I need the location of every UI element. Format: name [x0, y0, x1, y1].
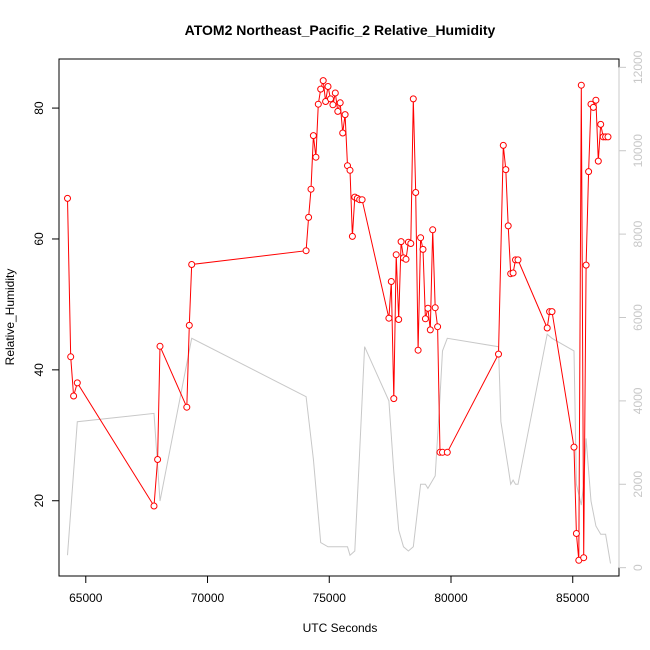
y-axis-left: 20 40 60 80: [32, 101, 60, 508]
humidity-data-point: [154, 456, 162, 463]
humidity-data-point: [397, 238, 405, 246]
humidity-data-point: [412, 189, 420, 196]
humidity-data-point: [156, 342, 164, 350]
humidity-data-point: [341, 111, 349, 119]
x-axis: 65000 70000 75000 80000 85000: [69, 575, 590, 605]
humidity-data-point: [543, 324, 551, 332]
humidity-data-point: [580, 554, 588, 562]
humidity-data-point: [409, 95, 417, 103]
x-axis-label: UTC Seconds: [303, 621, 378, 635]
humidity-data-point: [312, 153, 320, 161]
humidity-data-point: [421, 315, 429, 323]
humidity-data-point: [604, 133, 612, 141]
humidity-data-point: [429, 226, 437, 234]
humidity-data-point: [594, 157, 602, 165]
x-tick-label: 70000: [191, 591, 225, 605]
humidity-data-point: [324, 83, 332, 90]
series-layer: [64, 77, 612, 564]
humidity-data-point: [64, 194, 71, 202]
y-tick-label: 60: [32, 232, 46, 246]
humidity-data-point: [495, 350, 502, 358]
humidity-data-point: [314, 100, 322, 108]
y2-tick-label: 12000: [631, 50, 645, 84]
humidity-data-point: [185, 321, 193, 329]
humidity-data-point: [346, 166, 354, 174]
humidity-data-point: [548, 308, 556, 316]
y2-tick-label: 0: [631, 564, 645, 571]
humidity-data-point: [577, 81, 585, 89]
humidity-data-point: [390, 395, 398, 403]
y2-tick-label: 6000: [631, 304, 645, 331]
humidity-data-point: [150, 502, 158, 510]
y2-tick-label: 2000: [631, 471, 645, 498]
y-tick-label: 40: [32, 363, 46, 377]
humidity-data-point: [307, 185, 315, 193]
humidity-data-point: [67, 353, 75, 361]
humidity-data-point: [70, 392, 78, 400]
humidity-data-point: [585, 168, 593, 176]
humidity-data-point: [419, 245, 427, 253]
humidity-data-point: [417, 234, 425, 242]
y2-tick-label: 10000: [631, 134, 645, 168]
y-axis-label: Relative_Humidity: [3, 269, 17, 366]
humidity-data-point: [348, 232, 356, 240]
humidity-series-line: [67, 80, 608, 561]
humidity-data-point: [183, 403, 191, 411]
x-tick-label: 75000: [313, 591, 347, 605]
humidity-data-point: [334, 107, 342, 115]
humidity-data-point: [434, 323, 442, 331]
humidity-data-point: [305, 213, 313, 221]
humidity-data-point: [509, 269, 517, 277]
humidity-data-point: [392, 251, 400, 259]
humidity-data-point: [424, 304, 432, 312]
y-tick-label: 20: [32, 494, 46, 508]
humidity-data-point: [414, 346, 422, 354]
humidity-data-point: [443, 448, 451, 456]
humidity-data-point: [309, 132, 317, 140]
humidity-data-point: [504, 222, 512, 230]
humidity-data-point: [319, 77, 327, 85]
humidity-data-point: [572, 530, 580, 537]
humidity-data-point: [402, 255, 410, 263]
humidity-data-point: [426, 326, 434, 334]
humidity-data-point: [336, 99, 344, 107]
humidity-data-point: [407, 240, 415, 247]
humidity-data-point: [188, 261, 196, 268]
x-tick-label: 65000: [69, 591, 103, 605]
humidity-data-point: [339, 129, 347, 137]
humidity-data-point: [514, 256, 522, 264]
humidity-data-point: [597, 120, 605, 128]
y2-tick-label: 4000: [631, 387, 645, 414]
chart-title: ATOM2 Northeast_Pacific_2 Relative_Humid…: [185, 22, 496, 38]
y-tick-label: 80: [32, 101, 46, 115]
humidity-data-point: [329, 101, 337, 109]
humidity-data-point: [385, 314, 393, 322]
humidity-data-point: [331, 89, 339, 97]
humidity-data-point: [327, 95, 334, 103]
humidity-data-point: [317, 85, 325, 93]
humidity-data-point: [589, 103, 597, 111]
y-axis-right: 0 2000 4000 6000 8000 10000 12000: [618, 50, 645, 571]
x-tick-label: 80000: [434, 591, 468, 605]
humidity-data-point: [582, 261, 590, 269]
humidity-data-point: [358, 196, 366, 204]
humidity-data-point: [592, 96, 600, 104]
humidity-data-point: [570, 443, 578, 451]
humidity-data-point: [431, 304, 439, 312]
humidity-data-point: [73, 379, 81, 387]
y2-tick-label: 8000: [631, 220, 645, 247]
humidity-data-point: [395, 316, 403, 323]
humidity-data-point: [302, 247, 310, 255]
humidity-data-point: [387, 278, 395, 285]
secondary-series-line: [67, 333, 611, 564]
humidity-data-point: [499, 141, 507, 149]
x-tick-label: 85000: [556, 591, 590, 605]
humidity-data-point: [502, 166, 510, 174]
